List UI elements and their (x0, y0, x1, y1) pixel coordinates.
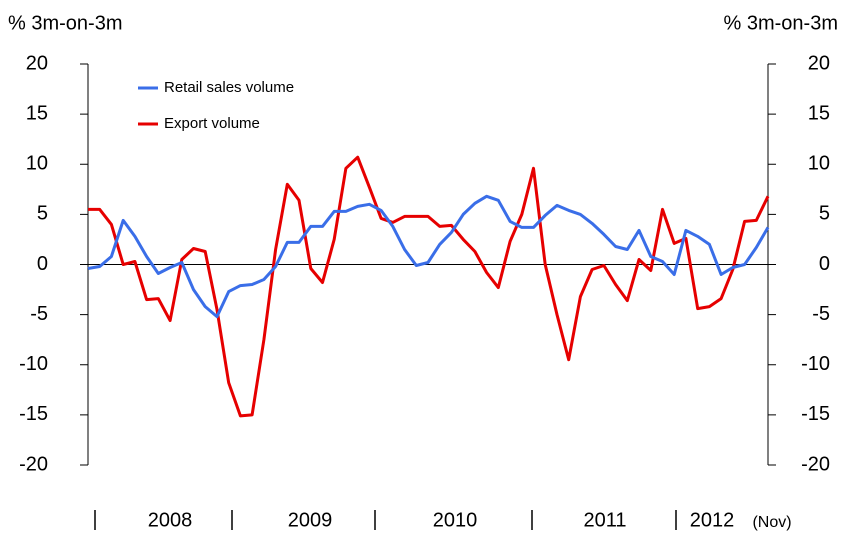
y-tick-label: -20 (19, 453, 48, 475)
x-separators (94, 510, 677, 530)
series-line (87, 194, 770, 319)
y2-tick-label: 5 (819, 203, 830, 225)
y2-tick-label: -5 (812, 303, 830, 325)
series-line (88, 155, 770, 418)
y-tick-label: -10 (19, 353, 48, 375)
y-tick-label: 5 (37, 203, 48, 225)
x-tick-label: 2010 (433, 509, 478, 531)
y-tick-label: 15 (26, 102, 48, 124)
y2-tick-label: -10 (801, 353, 830, 375)
y2-tick-label: 0 (819, 253, 830, 275)
x-tick-label: 2012 (690, 509, 735, 531)
y-tick-label: -15 (19, 403, 48, 425)
y2-axis-label: % 3m-on-3m (724, 12, 838, 34)
legend-label: Export volume (164, 115, 260, 132)
x-tick-label: 2011 (583, 509, 626, 531)
y-tick-label: -5 (30, 303, 48, 325)
y-axis-label: % 3m-on-3m (8, 12, 122, 34)
legend-label: Retail sales volume (164, 79, 294, 96)
y2-tick-label: 15 (808, 102, 830, 124)
x-tick-label: 2008 (148, 509, 193, 531)
y2-tick-label: -20 (801, 453, 830, 475)
x-note: (Nov) (752, 514, 791, 531)
y2-tick-label: -15 (801, 403, 830, 425)
y-tick-label: 10 (26, 153, 48, 175)
y2-tick-label: 10 (808, 153, 830, 175)
y2-tick-label: 20 (808, 52, 830, 74)
y-tick-label: 0 (37, 253, 48, 275)
x-tick-label: 2009 (288, 509, 333, 531)
y-tick-label: 20 (26, 52, 48, 74)
